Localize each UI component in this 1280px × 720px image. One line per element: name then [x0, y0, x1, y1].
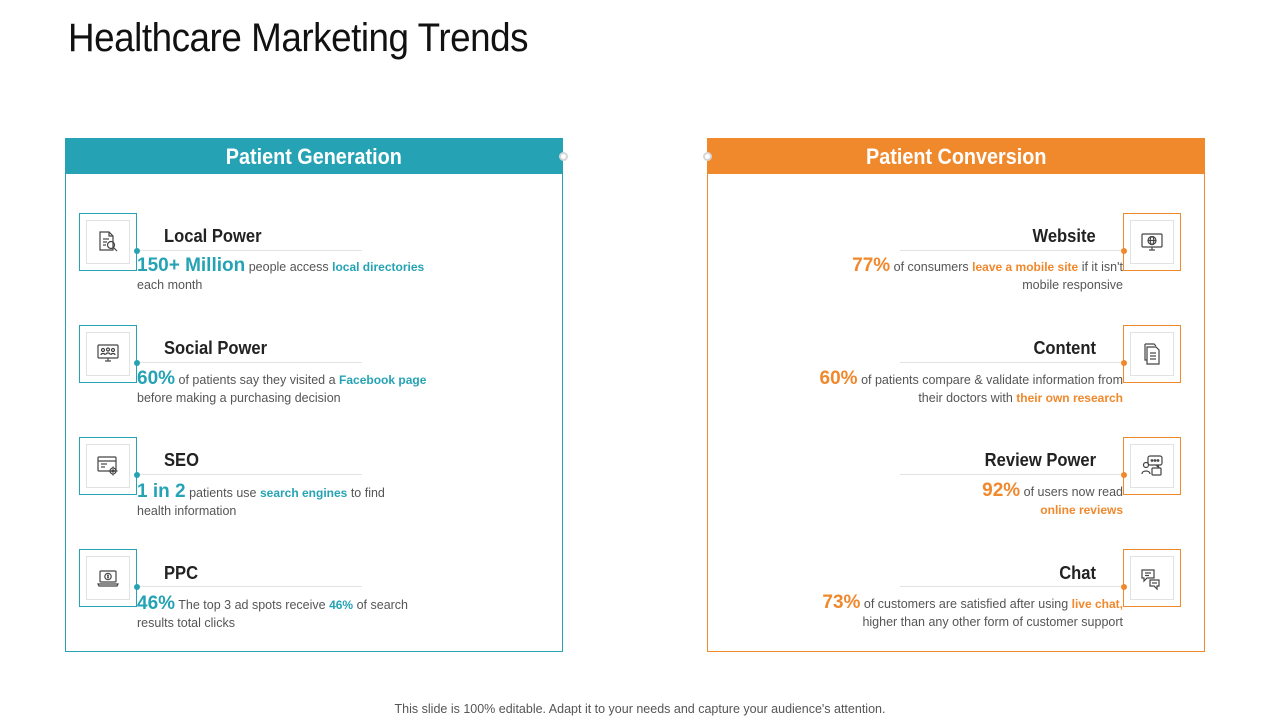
item-title-ppc: PPC	[164, 563, 199, 583]
item-title-review-power: Review Power	[984, 450, 1096, 470]
browser-gear-icon	[79, 437, 137, 495]
monitor-people-icon	[79, 325, 137, 383]
item-desc-content: 60% of patients compare & validate infor…	[819, 368, 1123, 405]
web-monitor-icon	[1123, 213, 1181, 271]
item-title-website: Website	[1032, 226, 1096, 246]
divider	[140, 250, 362, 251]
page-title: Healthcare Marketing Trends	[68, 16, 529, 60]
item-title-chat: Chat	[1059, 563, 1096, 583]
item-desc-chat: 73% of customers are satisfied after usi…	[822, 592, 1123, 629]
footer-note: This slide is 100% editable. Adapt it to…	[394, 702, 886, 716]
chat-bubbles-icon	[1123, 549, 1181, 607]
divider	[900, 474, 1121, 475]
patient-generation-header: Patient Generation	[66, 139, 562, 174]
item-dot	[1121, 360, 1127, 366]
divider	[900, 586, 1121, 587]
documents-icon	[1123, 325, 1181, 383]
laptop-dollar-icon	[79, 549, 137, 607]
item-title-local-power: Local Power	[164, 226, 262, 246]
divider	[900, 250, 1121, 251]
item-desc-ppc: 46% The top 3 ad spots receive 46% of se…	[137, 593, 409, 630]
item-dot	[134, 248, 140, 254]
patient-conversion-header: Patient Conversion	[708, 139, 1204, 174]
connector-knob-left	[559, 152, 568, 161]
item-title-content: Content	[1033, 338, 1096, 358]
patient-generation-panel: Patient Generation	[65, 138, 563, 652]
divider	[140, 586, 362, 587]
item-dot	[134, 472, 140, 478]
patient-conversion-panel: Patient Conversion	[707, 138, 1205, 652]
item-title-seo: SEO	[164, 450, 199, 470]
item-dot	[1121, 472, 1127, 478]
divider	[140, 362, 362, 363]
item-dot	[1121, 584, 1127, 590]
divider	[900, 362, 1121, 363]
item-dot	[134, 360, 140, 366]
divider	[140, 474, 362, 475]
item-desc-local-power: 150+ Million people access local directo…	[137, 255, 425, 292]
item-desc-seo: 1 in 2 patients use search engines to fi…	[137, 481, 385, 518]
document-search-icon	[79, 213, 137, 271]
review-chat-icon	[1123, 437, 1181, 495]
item-title-social-power: Social Power	[164, 338, 268, 358]
connector-knob-right	[703, 152, 712, 161]
item-desc-social-power: 60% of patients say they visited a Faceb…	[137, 368, 427, 405]
item-desc-review-power: 92% of users now read online reviews	[982, 480, 1123, 517]
item-desc-website: 77% of consumers leave a mobile site if …	[852, 255, 1123, 292]
item-dot	[134, 584, 140, 590]
item-dot	[1121, 248, 1127, 254]
